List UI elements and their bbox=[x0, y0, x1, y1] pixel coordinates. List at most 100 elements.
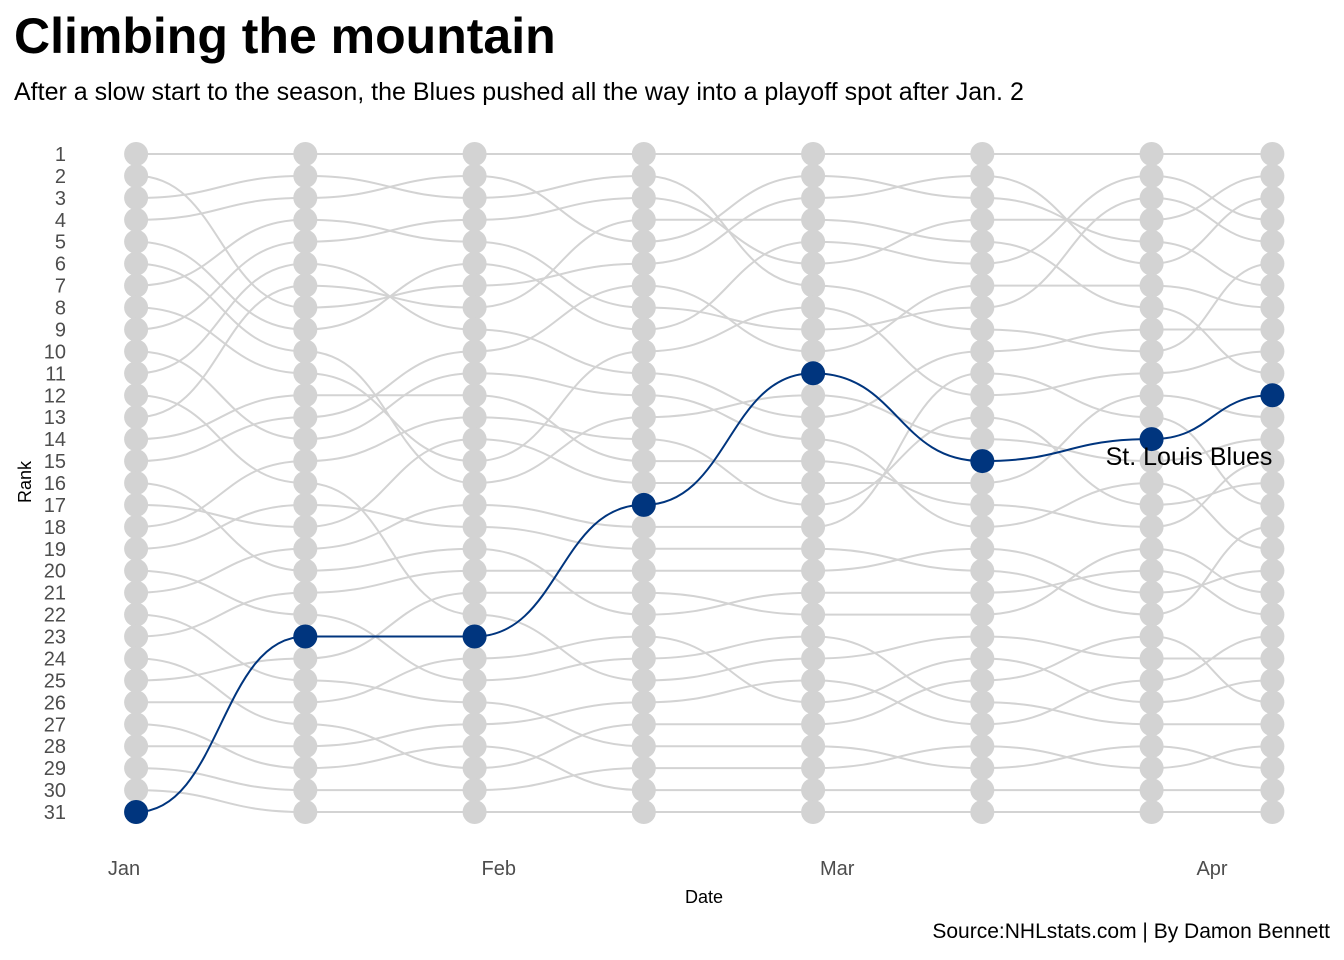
team-point bbox=[1139, 449, 1164, 474]
team-point bbox=[970, 229, 995, 254]
team-point bbox=[1260, 339, 1285, 364]
team-point bbox=[970, 427, 995, 452]
team-point bbox=[462, 558, 487, 583]
team-point bbox=[631, 317, 656, 342]
team-point bbox=[1139, 185, 1164, 210]
team-point bbox=[801, 646, 826, 671]
team-point bbox=[293, 405, 318, 430]
highlight-team-point bbox=[1260, 383, 1285, 408]
y-axis-tick-labels: 1234567891011121314151617181920212223242… bbox=[44, 144, 66, 824]
team-point bbox=[1260, 427, 1285, 452]
team-point bbox=[462, 317, 487, 342]
team-point bbox=[1260, 536, 1285, 561]
team-point bbox=[1139, 514, 1164, 539]
team-point bbox=[801, 580, 826, 605]
team-point bbox=[1139, 295, 1164, 320]
team-point bbox=[124, 295, 149, 320]
x-axis-title: Date bbox=[685, 887, 723, 907]
y-tick-label: 10 bbox=[44, 341, 66, 363]
team-point bbox=[293, 273, 318, 298]
team-point bbox=[462, 471, 487, 495]
team-point bbox=[801, 163, 826, 188]
team-point bbox=[293, 558, 318, 583]
team-point bbox=[293, 471, 318, 495]
team-point bbox=[1139, 361, 1164, 386]
team-point bbox=[124, 536, 149, 561]
team-point bbox=[1139, 734, 1164, 759]
team-point bbox=[1260, 492, 1285, 517]
team-line bbox=[136, 635, 1273, 704]
team-point bbox=[462, 690, 487, 715]
team-point bbox=[124, 668, 149, 693]
team-point bbox=[631, 734, 656, 759]
team-point bbox=[970, 207, 995, 232]
team-line bbox=[136, 635, 1273, 748]
team-point bbox=[1139, 163, 1164, 188]
team-point bbox=[1260, 471, 1285, 495]
y-tick-label: 12 bbox=[44, 385, 66, 407]
team-point bbox=[293, 800, 318, 824]
team-point bbox=[124, 317, 149, 342]
team-point bbox=[462, 361, 487, 386]
y-tick-label: 13 bbox=[44, 407, 66, 429]
team-point bbox=[124, 558, 149, 583]
team-point bbox=[293, 317, 318, 342]
team-point bbox=[1139, 229, 1164, 254]
team-point bbox=[1139, 580, 1164, 605]
team-point bbox=[1260, 580, 1285, 605]
team-point bbox=[462, 492, 487, 517]
source-caption: Source:NHLstats.com | By Damon Bennett bbox=[932, 920, 1330, 943]
team-point bbox=[801, 690, 826, 715]
team-point bbox=[801, 624, 826, 649]
team-point bbox=[631, 273, 656, 298]
y-tick-label: 20 bbox=[44, 561, 66, 583]
team-line bbox=[136, 569, 1273, 726]
team-point bbox=[801, 142, 826, 166]
team-point bbox=[631, 690, 656, 715]
y-axis-title: Rank bbox=[15, 460, 35, 503]
highlight-team-point bbox=[124, 800, 149, 824]
team-point bbox=[462, 449, 487, 474]
team-point bbox=[124, 405, 149, 430]
team-point bbox=[124, 778, 149, 803]
team-point bbox=[124, 427, 149, 452]
team-point bbox=[1260, 361, 1285, 386]
team-point bbox=[293, 690, 318, 715]
team-point bbox=[970, 471, 995, 495]
team-point bbox=[970, 273, 995, 298]
team-point bbox=[801, 273, 826, 298]
y-tick-label: 16 bbox=[44, 473, 66, 495]
x-tick-label: Jan bbox=[108, 858, 140, 880]
team-point bbox=[1139, 207, 1164, 232]
team-point bbox=[970, 295, 995, 320]
y-tick-label: 15 bbox=[44, 451, 66, 473]
team-point bbox=[631, 514, 656, 539]
y-tick-label: 18 bbox=[44, 517, 66, 539]
team-point bbox=[801, 756, 826, 781]
team-point bbox=[1260, 624, 1285, 649]
team-point bbox=[631, 580, 656, 605]
team-point bbox=[462, 514, 487, 539]
highlight-team-point bbox=[801, 361, 826, 386]
team-point bbox=[1260, 712, 1285, 737]
y-tick-label: 27 bbox=[44, 714, 66, 736]
chart-subtitle: After a slow start to the season, the Bl… bbox=[14, 78, 1024, 106]
y-tick-label: 8 bbox=[55, 298, 66, 320]
x-tick-label: Mar bbox=[820, 858, 855, 880]
team-point bbox=[631, 207, 656, 232]
team-point bbox=[1139, 339, 1164, 364]
team-point bbox=[631, 251, 656, 276]
team-point bbox=[970, 317, 995, 342]
team-point bbox=[124, 514, 149, 539]
team-point bbox=[293, 492, 318, 517]
team-point bbox=[462, 339, 487, 364]
team-point bbox=[124, 712, 149, 737]
team-point bbox=[293, 207, 318, 232]
team-point bbox=[1139, 405, 1164, 430]
highlight-team-point bbox=[970, 449, 995, 474]
team-point bbox=[1139, 492, 1164, 517]
team-point bbox=[462, 756, 487, 781]
team-point bbox=[124, 449, 149, 474]
team-point bbox=[293, 602, 318, 627]
team-point bbox=[801, 317, 826, 342]
